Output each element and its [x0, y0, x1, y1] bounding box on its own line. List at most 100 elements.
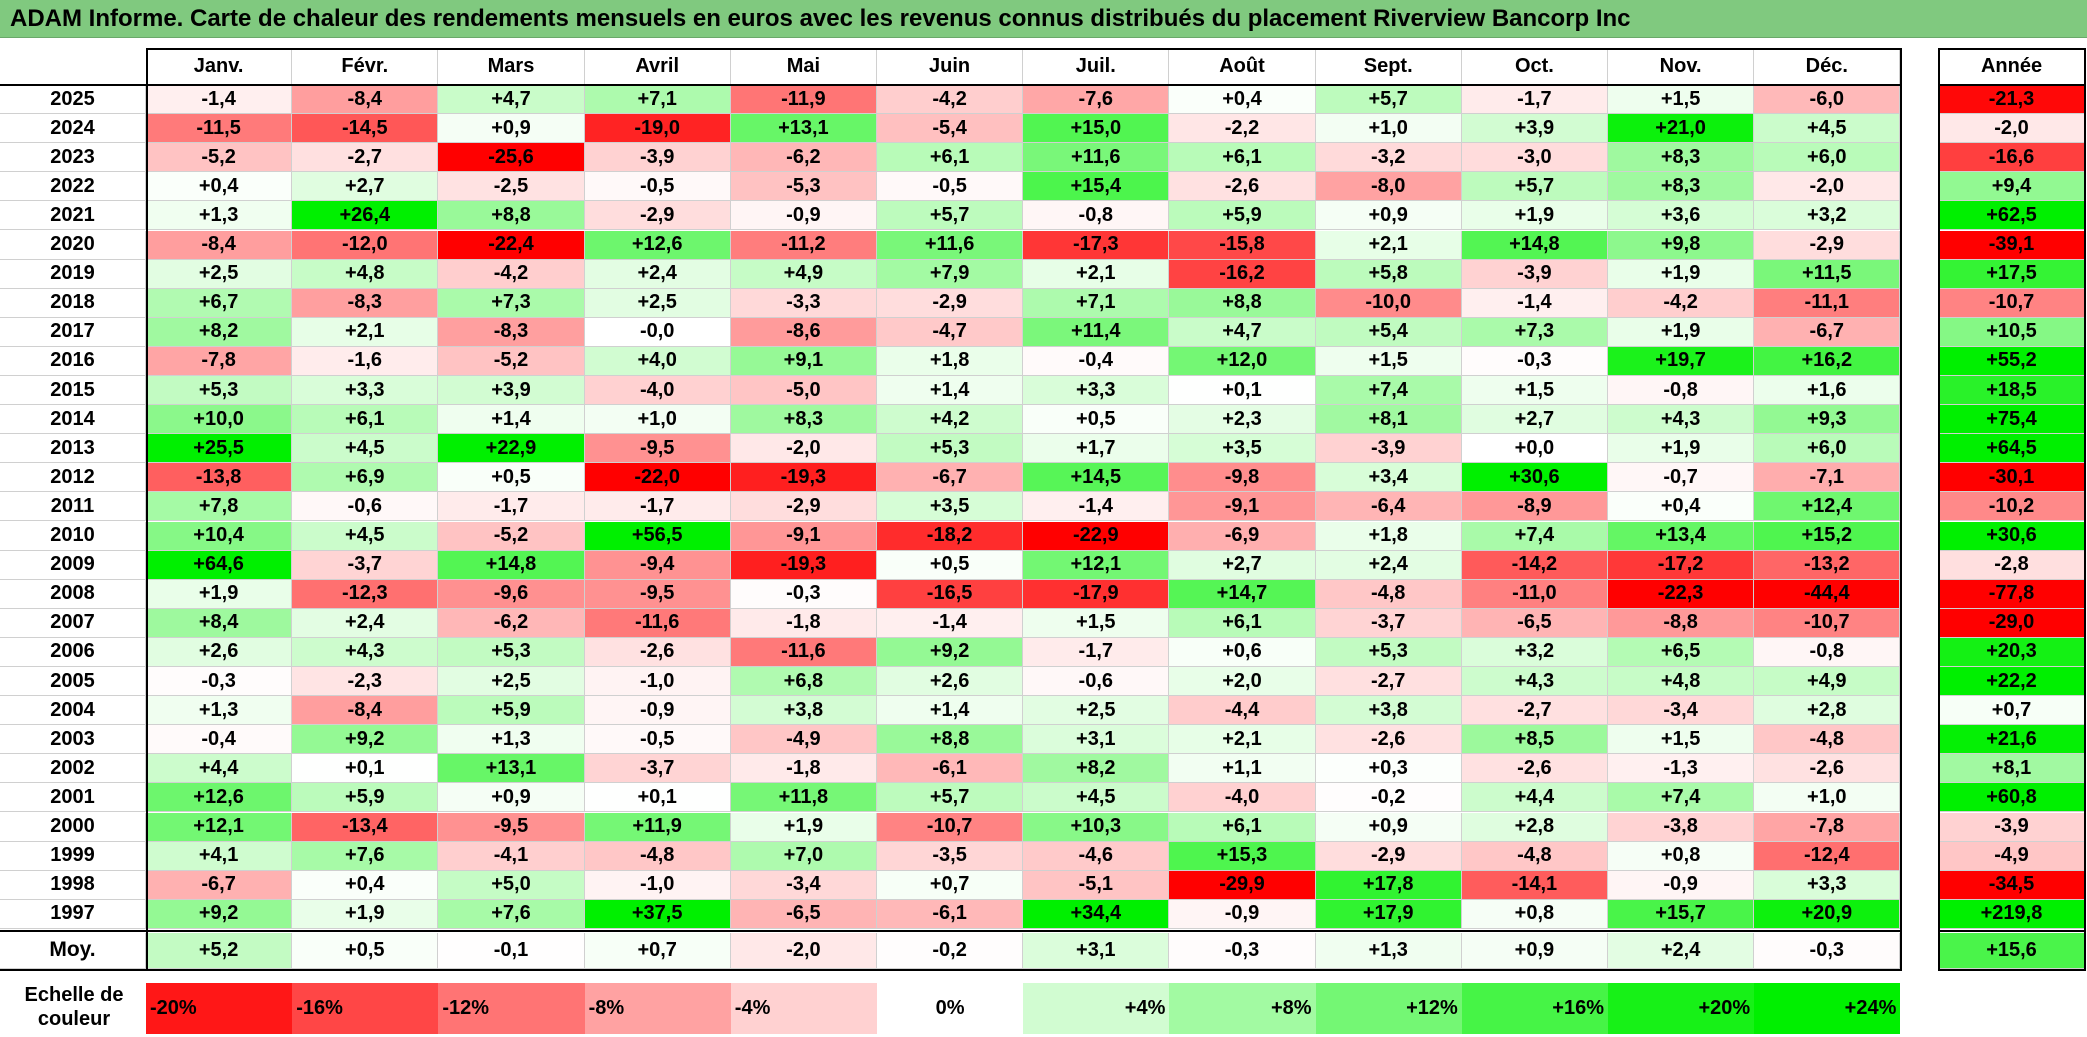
heatmap-cell: -2,0	[1754, 172, 1901, 202]
heatmap-cell: -5,2	[438, 346, 585, 376]
heatmap-cell: +12,6	[146, 783, 293, 813]
heatmap-cell: +9,8	[1608, 230, 1755, 260]
heatmap-cell: +2,8	[1461, 812, 1608, 842]
heatmap-cell: -8,9	[1461, 492, 1608, 522]
heatmap-cell: +8,8	[877, 725, 1024, 755]
heatmap-cell: +7,0	[730, 841, 877, 871]
heatmap-cell: +1,4	[438, 405, 585, 435]
heatmap-cell: -1,8	[730, 608, 877, 638]
heatmap-cell: +2,4	[1315, 550, 1462, 580]
heatmap-cell: -1,7	[438, 492, 585, 522]
annual-cell: +17,5	[1939, 259, 2085, 289]
heatmap-cell: -0,4	[146, 725, 293, 755]
year-label: 2007	[0, 608, 146, 638]
heatmap-cell: +6,8	[730, 667, 877, 697]
heatmap-cell: -2,6	[1461, 754, 1608, 784]
heatmap-cell: -0,3	[146, 667, 293, 697]
annual-cell: +18,5	[1939, 376, 2085, 406]
heatmap-cell: -4,8	[584, 841, 731, 871]
annual-cell: +21,6	[1939, 725, 2085, 755]
heatmap-cell: +8,5	[1461, 725, 1608, 755]
year-label: 2017	[0, 317, 146, 347]
heatmap-cell: +4,5	[292, 521, 439, 551]
heatmap-cell: +3,1	[1023, 725, 1170, 755]
heatmap-cell: -1,3	[1608, 754, 1755, 784]
heatmap-cell: +2,1	[1315, 230, 1462, 260]
heatmap-cell: +3,9	[438, 376, 585, 406]
heatmap-cell: +10,3	[1023, 812, 1170, 842]
heatmap-cell: -13,4	[292, 812, 439, 842]
heatmap-cell: +11,6	[1023, 143, 1170, 173]
heatmap-cell: +11,6	[877, 230, 1024, 260]
heatmap-cell: +2,0	[1169, 667, 1316, 697]
heatmap-cell: +3,3	[292, 376, 439, 406]
heatmap-cell: +8,8	[1169, 288, 1316, 318]
heatmap-cell: +6,1	[1169, 812, 1316, 842]
heatmap-cell: +13,1	[730, 114, 877, 144]
heatmap-cell: +1,7	[1023, 434, 1170, 464]
heatmap-cell: +8,3	[1608, 143, 1755, 173]
heatmap-cell: +1,6	[1754, 376, 1901, 406]
month-header: Juin	[877, 49, 1024, 85]
annual-cell: -10,7	[1939, 288, 2085, 318]
heatmap-cell: -25,6	[438, 143, 585, 173]
heatmap-cell: -16,2	[1169, 259, 1316, 289]
heatmap-cell: -1,6	[292, 346, 439, 376]
heatmap-cell: -29,9	[1169, 870, 1316, 900]
month-header: Août	[1169, 49, 1316, 85]
heatmap-cell: +9,2	[877, 637, 1024, 667]
heatmap-cell: +22,9	[438, 434, 585, 464]
heatmap-cell: +16,2	[1754, 346, 1901, 376]
heatmap-cell: -22,3	[1608, 579, 1755, 609]
heatmap-cell: -1,0	[584, 667, 731, 697]
heatmap-cell: +0,6	[1169, 637, 1316, 667]
heatmap-cell: +4,1	[146, 841, 293, 871]
heatmap-cell: +2,1	[1169, 725, 1316, 755]
month-header: Avril	[584, 49, 731, 85]
year-label: 2012	[0, 463, 146, 493]
heatmap-cell: +2,4	[584, 259, 731, 289]
heatmap-cell: -4,2	[438, 259, 585, 289]
heatmap-cell: +0,5	[438, 463, 585, 493]
heatmap-cell: +0,9	[1315, 201, 1462, 231]
year-label: 2022	[0, 172, 146, 202]
average-cell: +0,7	[584, 932, 731, 969]
heatmap-cell: +9,2	[292, 725, 439, 755]
heatmap-cell: +0,4	[1608, 492, 1755, 522]
heatmap-cell: +15,3	[1169, 841, 1316, 871]
heatmap-cell: -2,6	[1754, 754, 1901, 784]
heatmap-cell: -3,3	[730, 288, 877, 318]
heatmap-cell: +4,3	[1608, 405, 1755, 435]
heatmap-cell: -11,6	[730, 637, 877, 667]
heatmap-cell: -1,7	[1023, 637, 1170, 667]
heatmap-cell: +30,6	[1461, 463, 1608, 493]
average-cell: -0,2	[877, 932, 1024, 969]
heatmap-cell: +25,5	[146, 434, 293, 464]
heatmap-cell: +0,3	[1315, 754, 1462, 784]
heatmap-cell: +19,7	[1608, 346, 1755, 376]
color-scale-label: Echelle de couleur	[24, 984, 124, 1030]
heatmap-cell: -8,8	[1608, 608, 1755, 638]
heatmap-cell: +15,0	[1023, 114, 1170, 144]
heatmap-cell: -3,7	[584, 754, 731, 784]
heatmap-cell: -1,4	[1023, 492, 1170, 522]
heatmap-cell: -6,1	[877, 899, 1024, 929]
annual-header: Année	[1939, 49, 2085, 85]
heatmap-cell: +5,9	[292, 783, 439, 813]
heatmap-cell: -11,6	[584, 608, 731, 638]
heatmap-cell: +7,3	[1461, 317, 1608, 347]
annual-cell: -3,9	[1939, 812, 2085, 842]
heatmap-cell: -0,5	[584, 172, 731, 202]
heatmap-cell: +7,6	[292, 841, 439, 871]
heatmap-cell: +4,7	[438, 85, 585, 115]
heatmap-cell: +2,5	[438, 667, 585, 697]
annual-cell: +64,5	[1939, 434, 2085, 464]
heatmap-cell: +15,2	[1754, 521, 1901, 551]
heatmap-cell: +0,9	[438, 783, 585, 813]
heatmap-cell: -0,9	[730, 201, 877, 231]
average-cell: +3,1	[1023, 932, 1170, 969]
average-cell: +0,9	[1461, 932, 1608, 969]
heatmap-cell: -2,7	[1461, 696, 1608, 726]
heatmap-cell: -9,1	[1169, 492, 1316, 522]
heatmap-cell: +20,9	[1754, 899, 1901, 929]
